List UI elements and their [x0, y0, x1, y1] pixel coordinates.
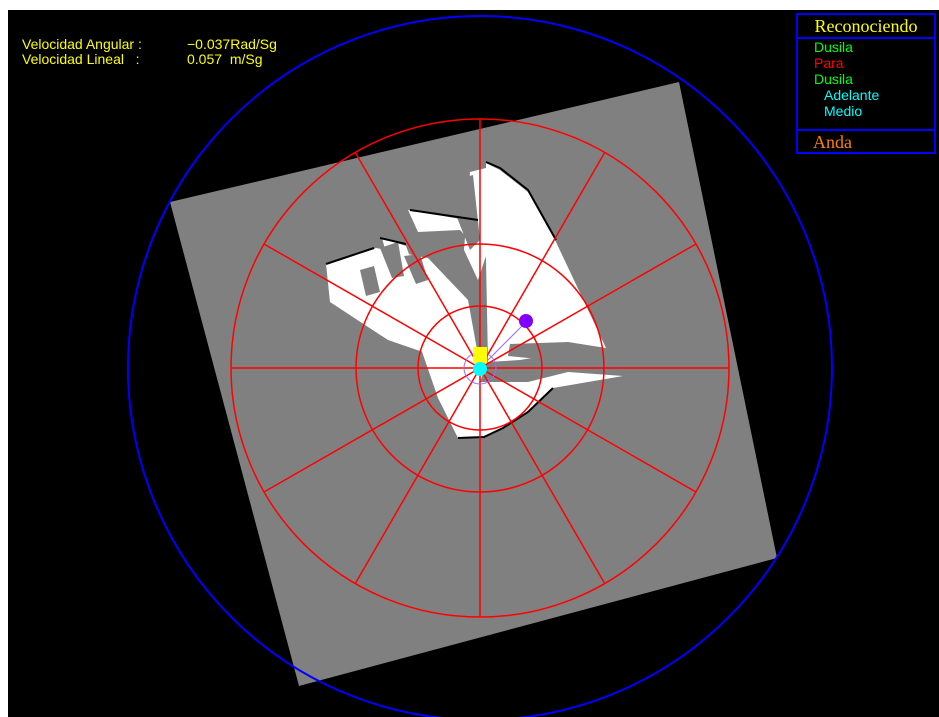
list-item: Medio — [824, 103, 863, 119]
list-item: Adelante — [824, 87, 880, 103]
radar-spoke — [479, 367, 697, 493]
linear-velocity-value: 0.057 m/Sg — [187, 51, 263, 67]
robot-marker — [473, 347, 487, 363]
radar-spoke — [354, 367, 481, 585]
radar-grid — [230, 118, 730, 618]
panel-status: Anda — [798, 129, 934, 152]
radar-spoke — [479, 243, 697, 369]
radar-spoke — [263, 243, 481, 369]
linear-velocity-label: Velocidad Lineal : — [22, 51, 140, 67]
obstacle-shadows — [360, 175, 606, 360]
recognized-commands-list: Dusila Para Dusila Adelante Medio — [798, 39, 934, 129]
sensor-marker — [473, 362, 487, 376]
radar-spoke — [354, 151, 481, 369]
radar-map-scene — [127, 15, 833, 717]
list-item: Dusila — [814, 39, 853, 55]
recognition-panel: Reconociendo Dusila Para Dusila Adelante… — [796, 13, 936, 154]
map-viewport[interactable]: Velocidad Angular : −0.037Rad/Sg Velocid… — [8, 10, 939, 717]
angular-velocity-label: Velocidad Angular : — [22, 36, 142, 52]
panel-title: Reconociendo — [798, 15, 934, 39]
radar-spoke — [479, 151, 606, 369]
target-marker[interactable] — [519, 314, 533, 328]
outer-boundary-circle — [127, 15, 833, 717]
list-item: Dusila — [814, 71, 853, 87]
target-heading-line — [479, 321, 527, 369]
radar-spoke — [479, 367, 606, 585]
obstacle-edges — [325, 161, 557, 439]
angular-velocity-value: −0.037Rad/Sg — [187, 36, 277, 52]
radar-spoke — [263, 367, 481, 493]
list-item: Para — [814, 55, 844, 71]
